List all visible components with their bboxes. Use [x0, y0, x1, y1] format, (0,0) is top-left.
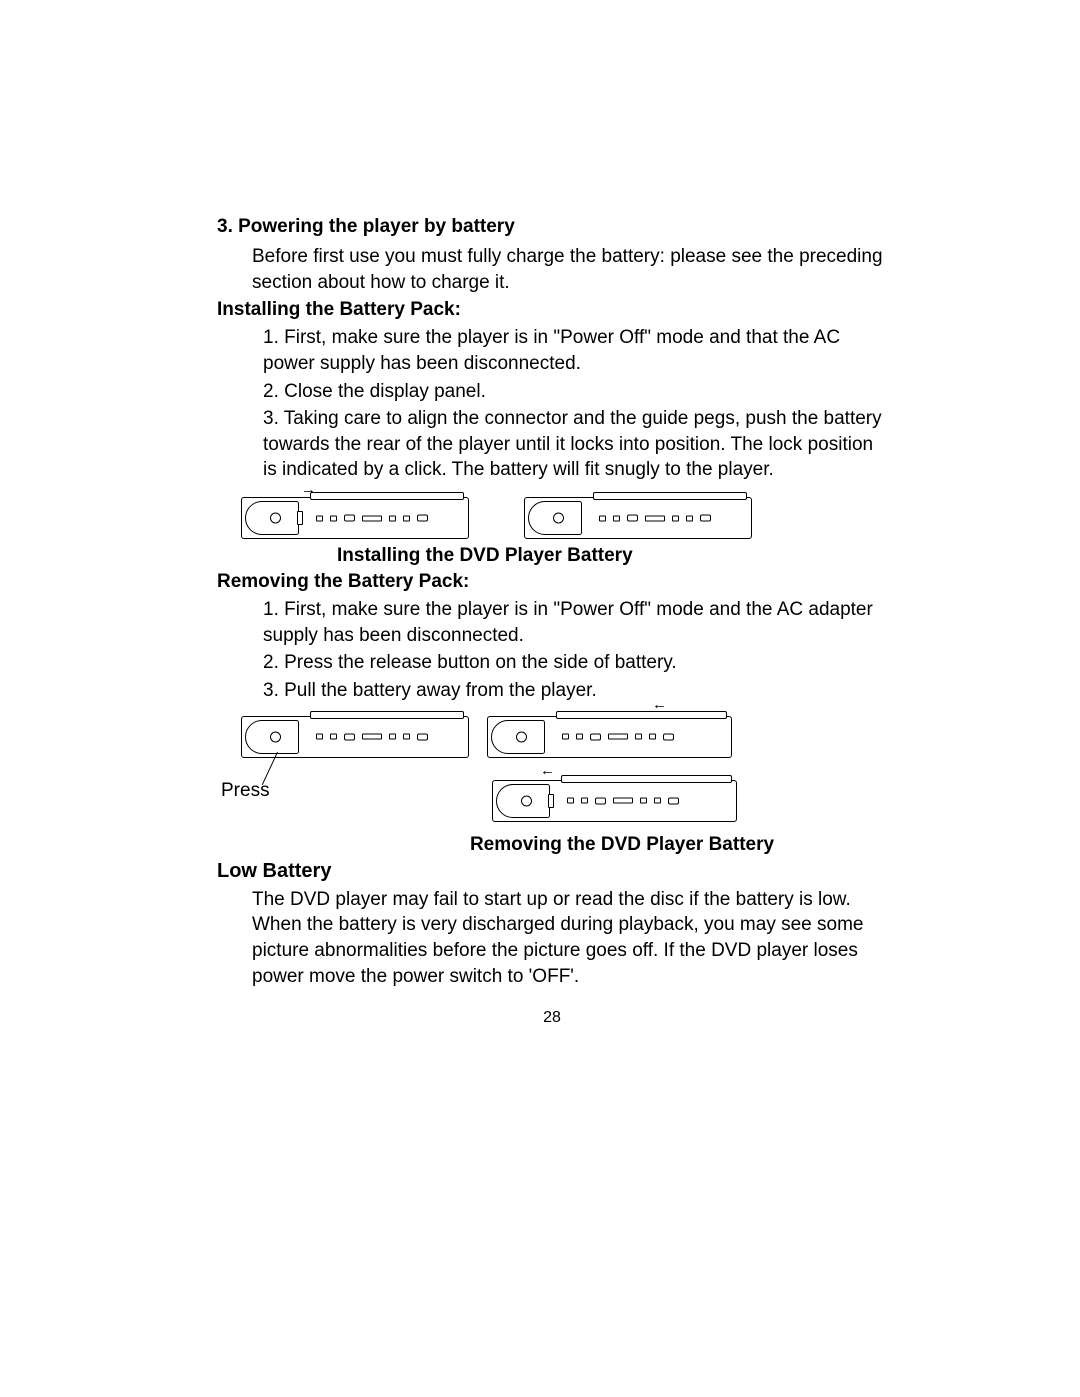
install-diagram-row: → — [241, 497, 887, 539]
remove-step-2: 2. Press the release button on the side … — [263, 650, 887, 676]
section-3-heading: 3. Powering the player by battery — [217, 216, 887, 238]
lowbatt-body: The DVD player may fail to start up or r… — [252, 887, 887, 990]
install-caption: Installing the DVD Player Battery — [337, 545, 887, 567]
remove-step-1: 1. First, make sure the player is in "Po… — [263, 597, 887, 648]
remove-diagram-1 — [241, 716, 469, 758]
install-diagram-right — [524, 497, 752, 539]
remove-diagram-row-2: ← — [342, 780, 887, 822]
remove-diagram-row-1: ← — [241, 716, 887, 758]
remove-heading: Removing the Battery Pack: — [217, 571, 887, 593]
press-label: Press — [221, 780, 270, 802]
section-3-intro: Before first use you must fully charge t… — [252, 244, 887, 295]
lowbatt-heading: Low Battery — [217, 860, 887, 883]
page-number: 28 — [217, 1009, 887, 1027]
remove-caption: Removing the DVD Player Battery — [357, 834, 887, 856]
install-diagram-left: → — [241, 497, 469, 539]
remove-diagram-2: ← — [487, 716, 732, 758]
install-step-2: 2. Close the display panel. — [263, 379, 887, 405]
arrow-icon: ← — [540, 762, 555, 779]
remove-diagram-3: ← — [492, 780, 737, 822]
document-page: 3. Powering the player by battery Before… — [217, 216, 887, 1027]
install-step-3: 3. Taking care to align the connector an… — [263, 406, 887, 483]
remove-step-3: 3. Pull the battery away from the player… — [263, 678, 887, 704]
install-heading: Installing the Battery Pack: — [217, 299, 887, 321]
install-step-1: 1. First, make sure the player is in "Po… — [263, 325, 887, 376]
